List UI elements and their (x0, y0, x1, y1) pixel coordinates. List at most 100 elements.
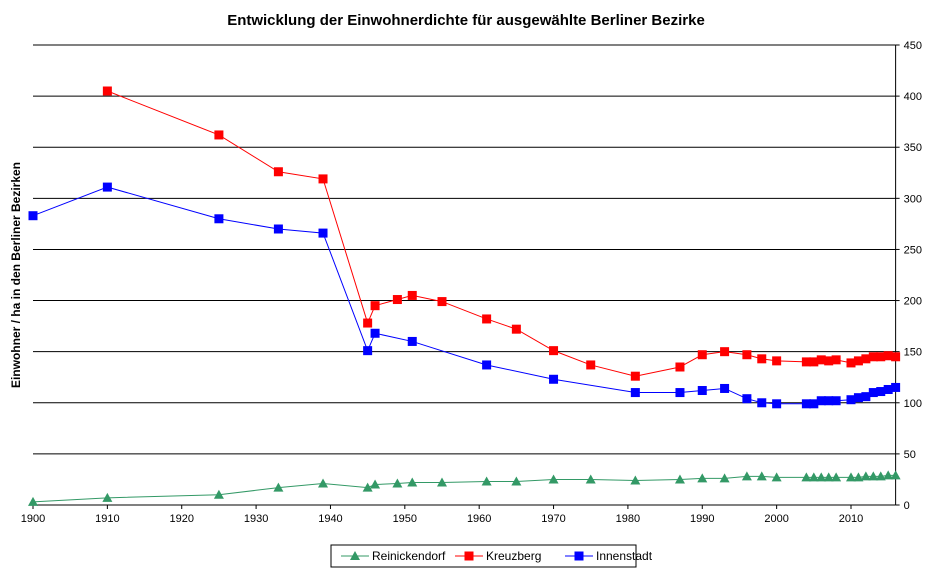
data-point (831, 472, 842, 482)
data-point (809, 399, 819, 409)
data-point (808, 472, 819, 482)
data-point (846, 395, 856, 405)
x-tick-label: 1900 (21, 513, 45, 525)
data-point (861, 354, 871, 364)
data-point (318, 478, 329, 488)
y-tick-label: 150 (904, 347, 922, 359)
data-point (102, 182, 112, 192)
series-reinickendorf (28, 470, 901, 506)
y-tick-label: 300 (904, 193, 922, 205)
series-line (107, 90, 896, 377)
data-point (549, 374, 559, 384)
data-point (511, 324, 521, 334)
data-point (823, 472, 834, 482)
series-line (32, 474, 896, 503)
data-point (363, 318, 373, 328)
y-tick-label: 0 (904, 500, 910, 512)
data-point (846, 358, 856, 368)
data-point (861, 392, 871, 402)
x-tick-label: 1920 (169, 513, 193, 525)
data-point (846, 472, 856, 482)
data-point (868, 471, 879, 481)
x-tick-label: 1960 (467, 513, 491, 525)
data-point (481, 476, 492, 486)
data-point (437, 477, 447, 487)
data-point (102, 492, 113, 502)
data-point (363, 346, 373, 356)
data-point (586, 360, 596, 370)
data-point (801, 472, 812, 482)
data-point (318, 174, 328, 184)
x-tick-label: 1950 (393, 513, 417, 525)
legend-marker (464, 551, 474, 561)
data-point (407, 477, 418, 487)
y-tick-label: 200 (904, 296, 922, 308)
data-point (214, 130, 224, 140)
data-point (437, 297, 447, 307)
data-point (370, 301, 380, 311)
y-tick-label: 100 (904, 398, 922, 410)
series-kreuzberg (102, 86, 901, 381)
legend-label: Innenstadt (596, 549, 653, 563)
legend-marker (574, 551, 584, 561)
data-point (757, 398, 767, 408)
data-point (318, 228, 328, 238)
x-tick-label: 1940 (318, 513, 342, 525)
data-point (697, 350, 707, 360)
data-point (214, 214, 224, 224)
series-line (32, 186, 896, 405)
data-point (891, 382, 901, 392)
data-point (720, 347, 730, 357)
data-point (868, 352, 878, 362)
data-point (370, 479, 381, 489)
data-point (868, 388, 878, 398)
x-tick-label: 2010 (839, 513, 863, 525)
data-point (816, 472, 827, 482)
data-point (719, 473, 730, 483)
data-point (816, 355, 826, 365)
data-point (742, 394, 752, 404)
data-point (370, 328, 380, 338)
data-point (720, 383, 730, 393)
data-point (853, 393, 863, 403)
legend-label: Kreuzberg (486, 549, 541, 563)
data-point (883, 384, 893, 394)
data-point (675, 362, 685, 372)
data-point (883, 351, 893, 361)
data-point (824, 356, 834, 366)
data-point (876, 352, 886, 362)
legend: Reinickendorf Kreuzberg Innenstadt (330, 544, 653, 568)
x-tick-label: 1930 (244, 513, 268, 525)
series-innenstadt (28, 182, 901, 409)
y-tick-label: 250 (904, 244, 922, 256)
data-point (757, 354, 767, 364)
data-point (697, 473, 708, 483)
data-point (407, 290, 417, 300)
data-point (630, 475, 641, 485)
legend-label: Reinickendorf (372, 549, 446, 563)
data-point (771, 472, 782, 482)
data-point (741, 471, 752, 481)
data-point (890, 470, 901, 480)
legend-box (330, 544, 637, 568)
data-point (674, 474, 685, 484)
x-tick-label: 1990 (690, 513, 714, 525)
data-point (860, 471, 871, 481)
y-tick-label: 50 (904, 449, 916, 461)
data-point (853, 356, 863, 366)
y-tick-label: 400 (904, 91, 922, 103)
data-point (392, 478, 403, 488)
y-axis-label: Einwohner / ha in den Berliner Bezirken (9, 162, 23, 388)
data-point (392, 295, 402, 305)
data-point (407, 336, 417, 346)
x-tick-label: 2000 (764, 513, 788, 525)
data-point (809, 357, 819, 367)
data-point (875, 471, 886, 481)
y-tick-label: 350 (904, 142, 922, 154)
data-point (801, 399, 811, 409)
data-point (772, 356, 782, 366)
data-point (772, 399, 782, 409)
chart-title: Entwicklung der Einwohnerdichte für ausg… (227, 12, 705, 29)
y-tick-label: 450 (904, 40, 922, 52)
